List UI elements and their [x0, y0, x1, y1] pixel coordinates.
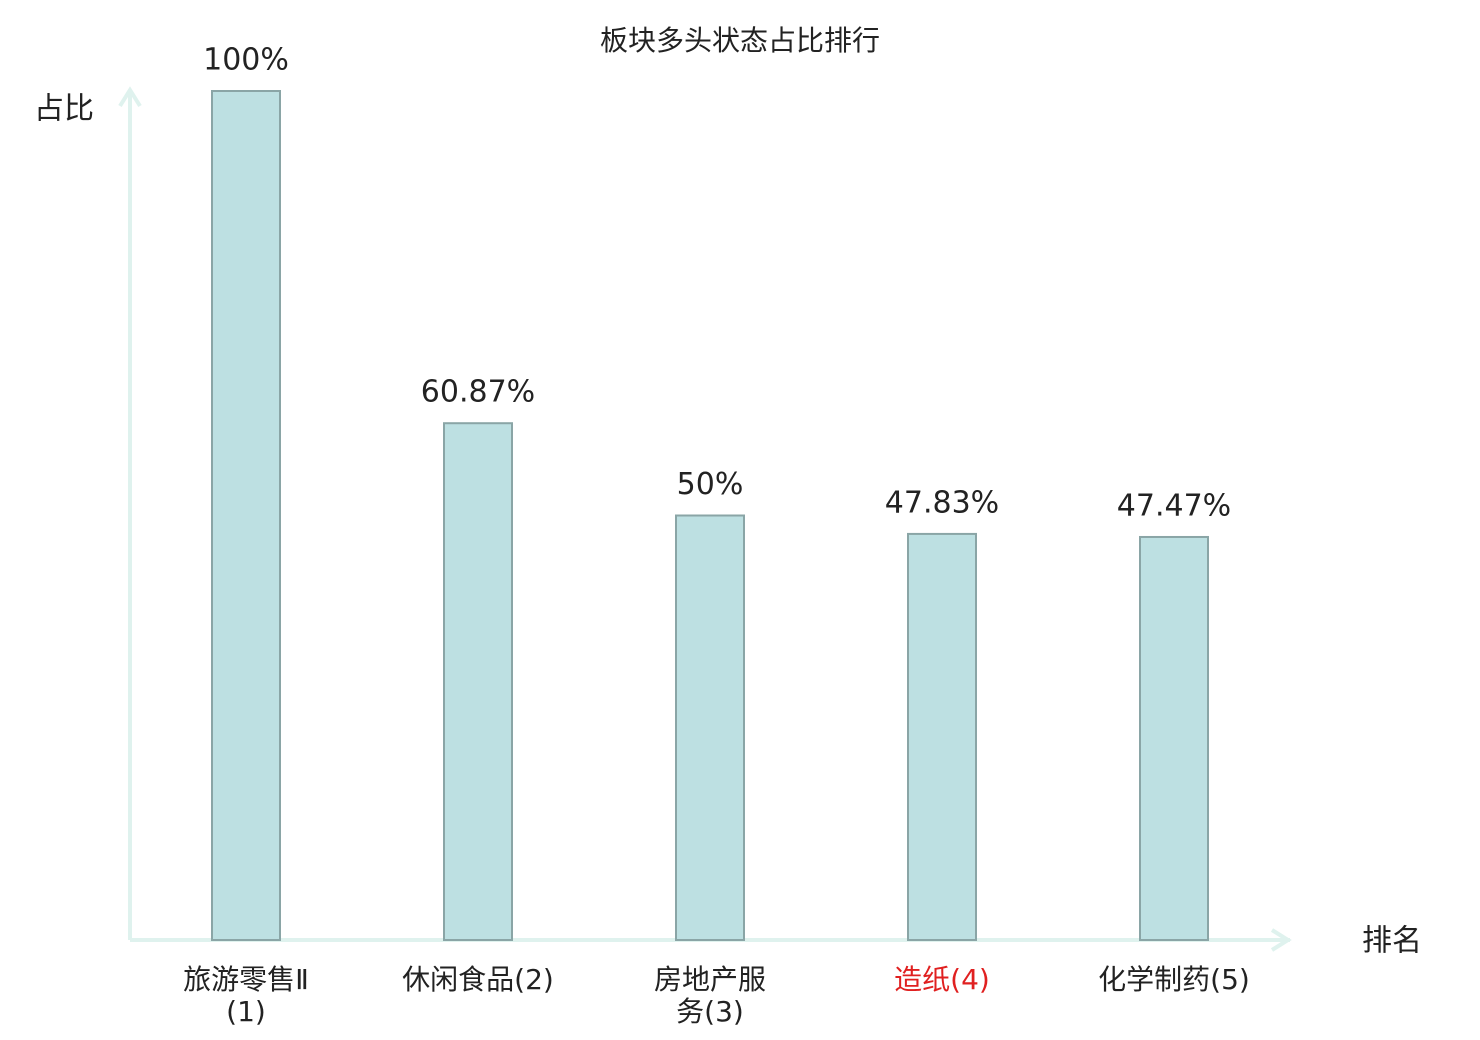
x-tick-label: 造纸(4)	[894, 963, 990, 996]
value-label: 60.87%	[421, 375, 535, 410]
value-label: 47.47%	[1117, 488, 1231, 523]
x-tick-label: 房地产服务(3)	[653, 963, 766, 1028]
value-label: 47.83%	[885, 485, 999, 520]
value-label: 100%	[203, 43, 289, 78]
chart-title: 板块多头状态占比排行	[600, 24, 880, 57]
value-label: 50%	[677, 467, 744, 502]
x-axis-label: 排名	[1362, 924, 1422, 959]
bar	[211, 90, 281, 941]
x-arrow	[1270, 928, 1292, 952]
x-tick-label: 旅游零售Ⅱ(1)	[183, 963, 309, 1028]
y-arrow	[118, 86, 142, 108]
x-tick-label: 化学制药(5)	[1098, 963, 1250, 996]
bar	[443, 422, 513, 942]
bar	[675, 514, 745, 941]
bar	[907, 532, 977, 941]
x-tick-label: 休闲食品(2)	[402, 963, 554, 996]
y-axis-label: 占比	[34, 92, 94, 127]
bar	[1139, 535, 1209, 941]
